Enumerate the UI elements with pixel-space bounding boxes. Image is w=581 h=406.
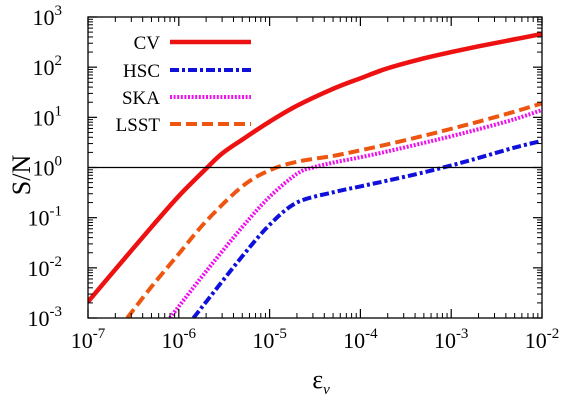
y-tick-label: 103 bbox=[33, 3, 63, 30]
tick-layer: 10-7 10-6 10-5 10-4 10-3 10-2 10-3 10-2 10-1 100 1… bbox=[28, 3, 560, 353]
y-tick-label: 10-3 bbox=[28, 304, 63, 331]
y-tick-label: 10-1 bbox=[28, 204, 63, 231]
series-line-ska bbox=[168, 108, 542, 318]
x-tick-label: 10-2 bbox=[525, 326, 560, 353]
legend-label-cv: CV bbox=[134, 33, 161, 54]
x-axis-label: εν bbox=[312, 365, 330, 398]
y-axis-label: S/N bbox=[7, 155, 36, 196]
legend-label-lsst: LSST bbox=[116, 115, 161, 136]
y-tick-label: 10-2 bbox=[28, 254, 63, 281]
series-layer bbox=[88, 31, 542, 318]
x-tick-label: 10-4 bbox=[343, 326, 378, 353]
x-tick-label: 10-6 bbox=[162, 326, 197, 353]
y-tick-label: 101 bbox=[33, 103, 63, 130]
x-axis-label-main: ε bbox=[312, 365, 323, 394]
y-tick-label: 100 bbox=[33, 154, 63, 181]
y-tick-label: 102 bbox=[33, 53, 63, 80]
x-tick-label: 10-5 bbox=[252, 326, 287, 353]
x-tick-label: 10-3 bbox=[434, 326, 469, 353]
series-line-cv bbox=[88, 31, 542, 304]
series-line-lsst bbox=[125, 101, 542, 318]
series-line-hsc bbox=[191, 138, 542, 318]
x-axis-label-subscript: ν bbox=[323, 382, 330, 398]
legend: CV HSC SKA LSST bbox=[116, 33, 251, 136]
x-tick-label: 10-7 bbox=[71, 326, 106, 353]
legend-label-hsc: HSC bbox=[123, 61, 160, 82]
legend-label-ska: SKA bbox=[122, 88, 160, 109]
